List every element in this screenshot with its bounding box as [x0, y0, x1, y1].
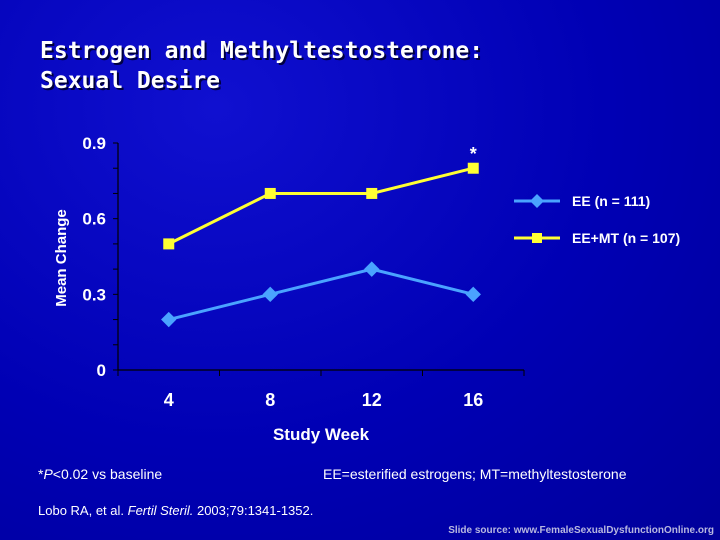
footnote-asterisk: * [38, 466, 44, 482]
legend-label: EE (n = 111) [572, 193, 650, 209]
y-axis-title: Mean Change [53, 209, 70, 307]
data-point [161, 311, 177, 328]
x-tick-label: 16 [463, 390, 483, 410]
data-point [262, 286, 278, 303]
series-line [168, 166, 474, 246]
significance-marker: * [470, 144, 477, 164]
footnote: *P<0.02 vs baseline [38, 466, 162, 482]
legend-label: EE+MT (n = 107) [572, 230, 680, 246]
y-tick-label: 0 [97, 361, 106, 380]
data-point [366, 187, 378, 199]
y-tick-label: 0.9 [82, 134, 106, 153]
slide-source: Slide source: www.FemaleSexualDysfunctio… [448, 525, 714, 536]
abbreviations-note: EE=esterified estrogens; MT=methyltestos… [323, 466, 627, 482]
data-point [465, 286, 481, 303]
series-line [168, 267, 474, 322]
y-tick-label: 0.3 [82, 285, 106, 304]
legend-marker [530, 194, 544, 208]
x-tick-label: 4 [164, 390, 174, 410]
title-line-1: Estrogen and Methyltestosterone: [40, 38, 484, 64]
footnote-text: <0.02 vs baseline [52, 466, 163, 482]
data-point [467, 162, 479, 174]
citation-details: 2003;79:1341-1352. [193, 503, 314, 518]
x-axis-title: Study Week [273, 425, 370, 444]
chart-title: Estrogen and Methyltestosterone: Sexual … [40, 36, 483, 96]
legend-marker [532, 233, 542, 243]
data-point [163, 238, 175, 250]
citation-authors: Lobo RA, et al. [38, 503, 128, 518]
footnote-p: P [43, 466, 53, 482]
title-line-2: Sexual Desire [40, 68, 221, 94]
data-point [364, 261, 380, 277]
x-tick-label: 8 [265, 390, 275, 410]
x-tick-label: 12 [362, 390, 382, 410]
data-point [264, 187, 276, 199]
y-tick-label: 0.6 [82, 210, 106, 229]
citation-journal: Fertil Steril. [127, 503, 194, 518]
citation: Lobo RA, et al. Fertil Steril. 2003;79:1… [38, 503, 313, 518]
